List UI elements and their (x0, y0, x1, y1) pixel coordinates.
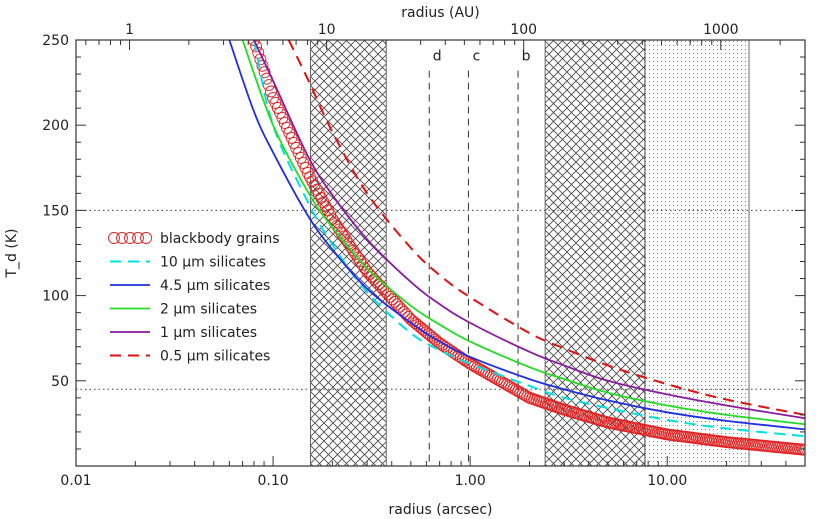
data-point (347, 244, 360, 257)
vline-label-b: b (522, 48, 531, 64)
x2-tick-label: 100 (510, 22, 537, 38)
y-tick-label: 250 (42, 33, 69, 49)
series-line-1-m-silicates (253, 40, 805, 420)
x-tick-label: 0.10 (257, 473, 288, 489)
series-line-10-m-silicates (253, 40, 805, 438)
data-point (349, 248, 362, 261)
shaded-region-dots (644, 40, 750, 466)
legend-marker (116, 232, 128, 244)
vline-label-d: d (433, 48, 442, 64)
x2-axis-title: radius (AU) (401, 5, 479, 21)
data-point (248, 40, 260, 46)
data-point (356, 258, 369, 271)
axes: 0.01 0.10 1.00 10.00 1 10 100 1000 50 100 150 200 25… (4, 5, 806, 518)
x2-tick-label: 1000 (703, 22, 739, 38)
data-point (354, 255, 367, 268)
data-point (344, 241, 357, 254)
legend-marker (140, 232, 152, 244)
legend-label-blackbody-grains: blackbody grains (160, 231, 280, 247)
x-tick-label: 0.01 (60, 473, 91, 489)
legend-label-10-m-silicates: 10 µm silicates (160, 255, 266, 271)
data-point (799, 443, 805, 456)
y-axis-title: T_d (K) (4, 229, 20, 279)
legend-label-2-m-silicates: 2 µm silicates (160, 302, 257, 318)
vline-label-c: c (473, 48, 481, 64)
legend-marker (132, 232, 144, 244)
legend-label-0-5-m-silicates: 0.5 µm silicates (160, 349, 270, 365)
plot-frame (75, 39, 806, 467)
x2-tick-label: 10 (318, 22, 336, 38)
legend-label-1-m-silicates: 1 µm silicates (160, 325, 257, 341)
series-line-2-m-silicates (241, 40, 805, 426)
data-point (265, 85, 277, 98)
legend-swatch-blackbody-grains (108, 232, 152, 244)
y-tick-label: 100 (42, 289, 69, 305)
y-tick-label: 150 (42, 203, 69, 219)
series-line-4-5-m-silicates (228, 40, 805, 431)
data-series (228, 40, 805, 456)
legend: blackbody grains 10 µm silicates 4.5 µm si… (108, 231, 280, 365)
legend-marker (108, 232, 120, 244)
x-tick-label: 10.00 (647, 473, 687, 489)
x-axis-title: radius (arcsec) (389, 502, 493, 518)
x2-tick-label: 1 (125, 22, 134, 38)
data-point (250, 40, 263, 53)
shaded-region-crosshatch (545, 40, 645, 466)
y-tick-label: 200 (42, 118, 69, 134)
legend-marker (124, 232, 136, 244)
data-point (258, 66, 271, 79)
x-tick-label: 1.00 (455, 473, 486, 489)
legend-label-4-5-m-silicates: 4.5 µm silicates (160, 278, 270, 294)
shaded-regions (310, 40, 750, 466)
y-tick-label: 50 (51, 374, 69, 390)
data-point (358, 262, 371, 275)
data-point (351, 251, 364, 264)
